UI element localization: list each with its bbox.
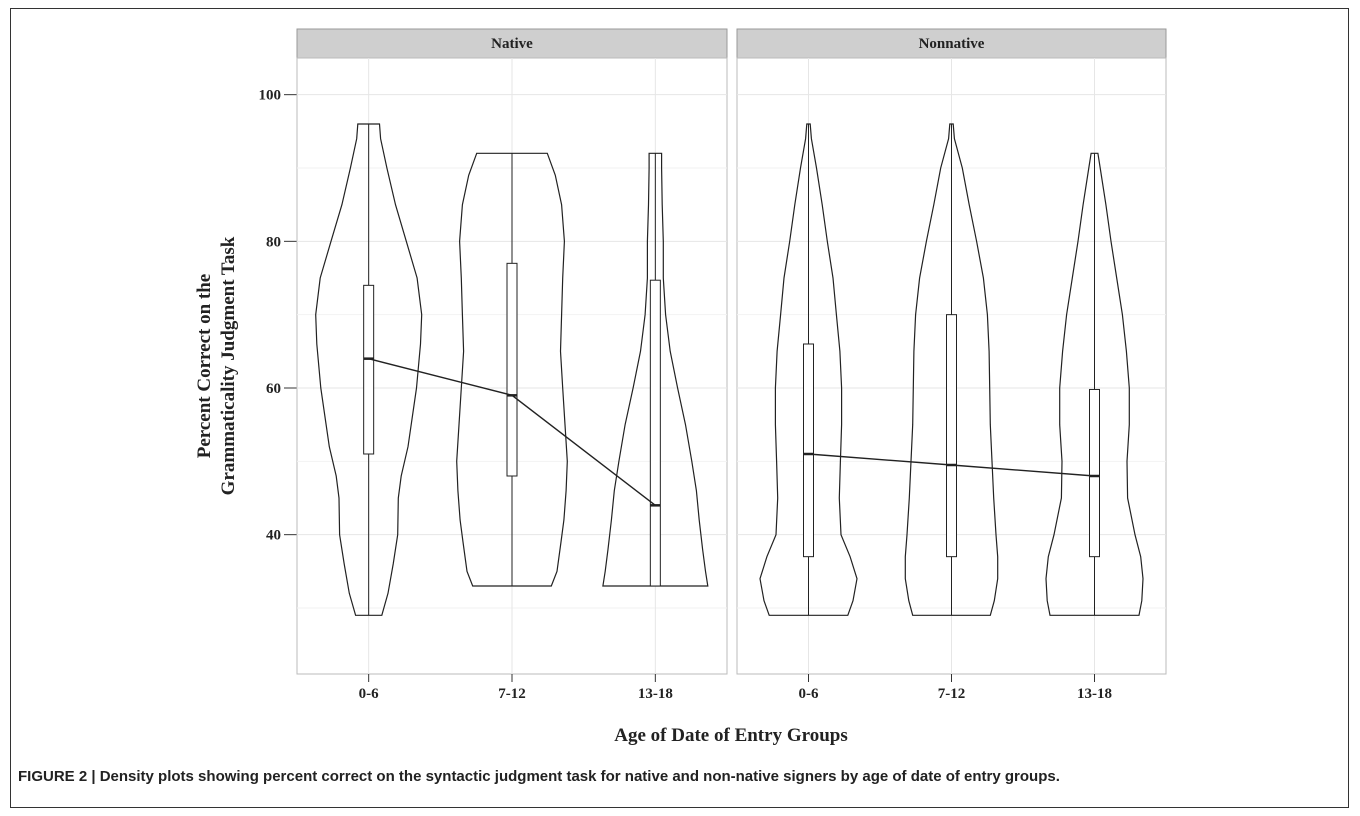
median-trend-line: [368, 358, 656, 506]
box-7-12: [946, 314, 957, 558]
violin-13-18: [1045, 152, 1144, 616]
panel-native: Native 0-6 7-12 13-18: [296, 28, 728, 702]
y-axis-label-line-1: Percent Correct on the: [194, 274, 215, 458]
panel-strip: [296, 28, 728, 59]
y-tick-label: 100: [259, 88, 282, 104]
panel-nonnative: Nonnative 0-6 7-12 13-18: [736, 28, 1167, 702]
figure-caption: FIGURE 2 | Density plots showing percent…: [18, 768, 1060, 785]
y-axis-label-line-2: Grammaticality Judgment Task: [218, 236, 239, 495]
x-axis-label: Age of Date of Entry Groups: [614, 725, 847, 746]
x-tick-label: 0-6: [359, 686, 379, 702]
chart-panels: 40 60 80 100 Native 0-6 7-12 13-18 Nonnative 0-6 7…: [259, 28, 1167, 702]
violin-0-6: [315, 123, 423, 616]
y-tick-label: 80: [266, 234, 281, 250]
x-tick-label: 13-18: [1077, 686, 1112, 702]
violin-7-12: [456, 152, 568, 587]
box-7-12: [506, 262, 518, 477]
panel-strip: [736, 28, 1167, 59]
violin-13-18: [602, 152, 709, 587]
box-13-18: [1089, 388, 1100, 558]
violin-0-6: [759, 123, 858, 616]
x-tick-label: 7-12: [938, 686, 966, 702]
y-tick-label: 60: [266, 381, 281, 397]
box-0-6: [363, 284, 375, 455]
figure-frame: [10, 8, 1349, 808]
x-tick-label: 0-6: [799, 686, 819, 702]
box-13-18: [649, 279, 661, 587]
x-tick-label: 13-18: [638, 686, 673, 702]
x-tick-label: 7-12: [498, 686, 526, 702]
median-trend-line: [808, 453, 1095, 477]
box-0-6: [803, 343, 814, 558]
violin-7-12: [904, 123, 999, 616]
y-axis-label: Percent Correct on the Grammaticality Jud…: [194, 236, 239, 495]
panel-strip-label: Nonnative: [919, 36, 985, 52]
panel-strip-label: Native: [491, 36, 533, 52]
y-tick-label: 40: [266, 528, 281, 544]
